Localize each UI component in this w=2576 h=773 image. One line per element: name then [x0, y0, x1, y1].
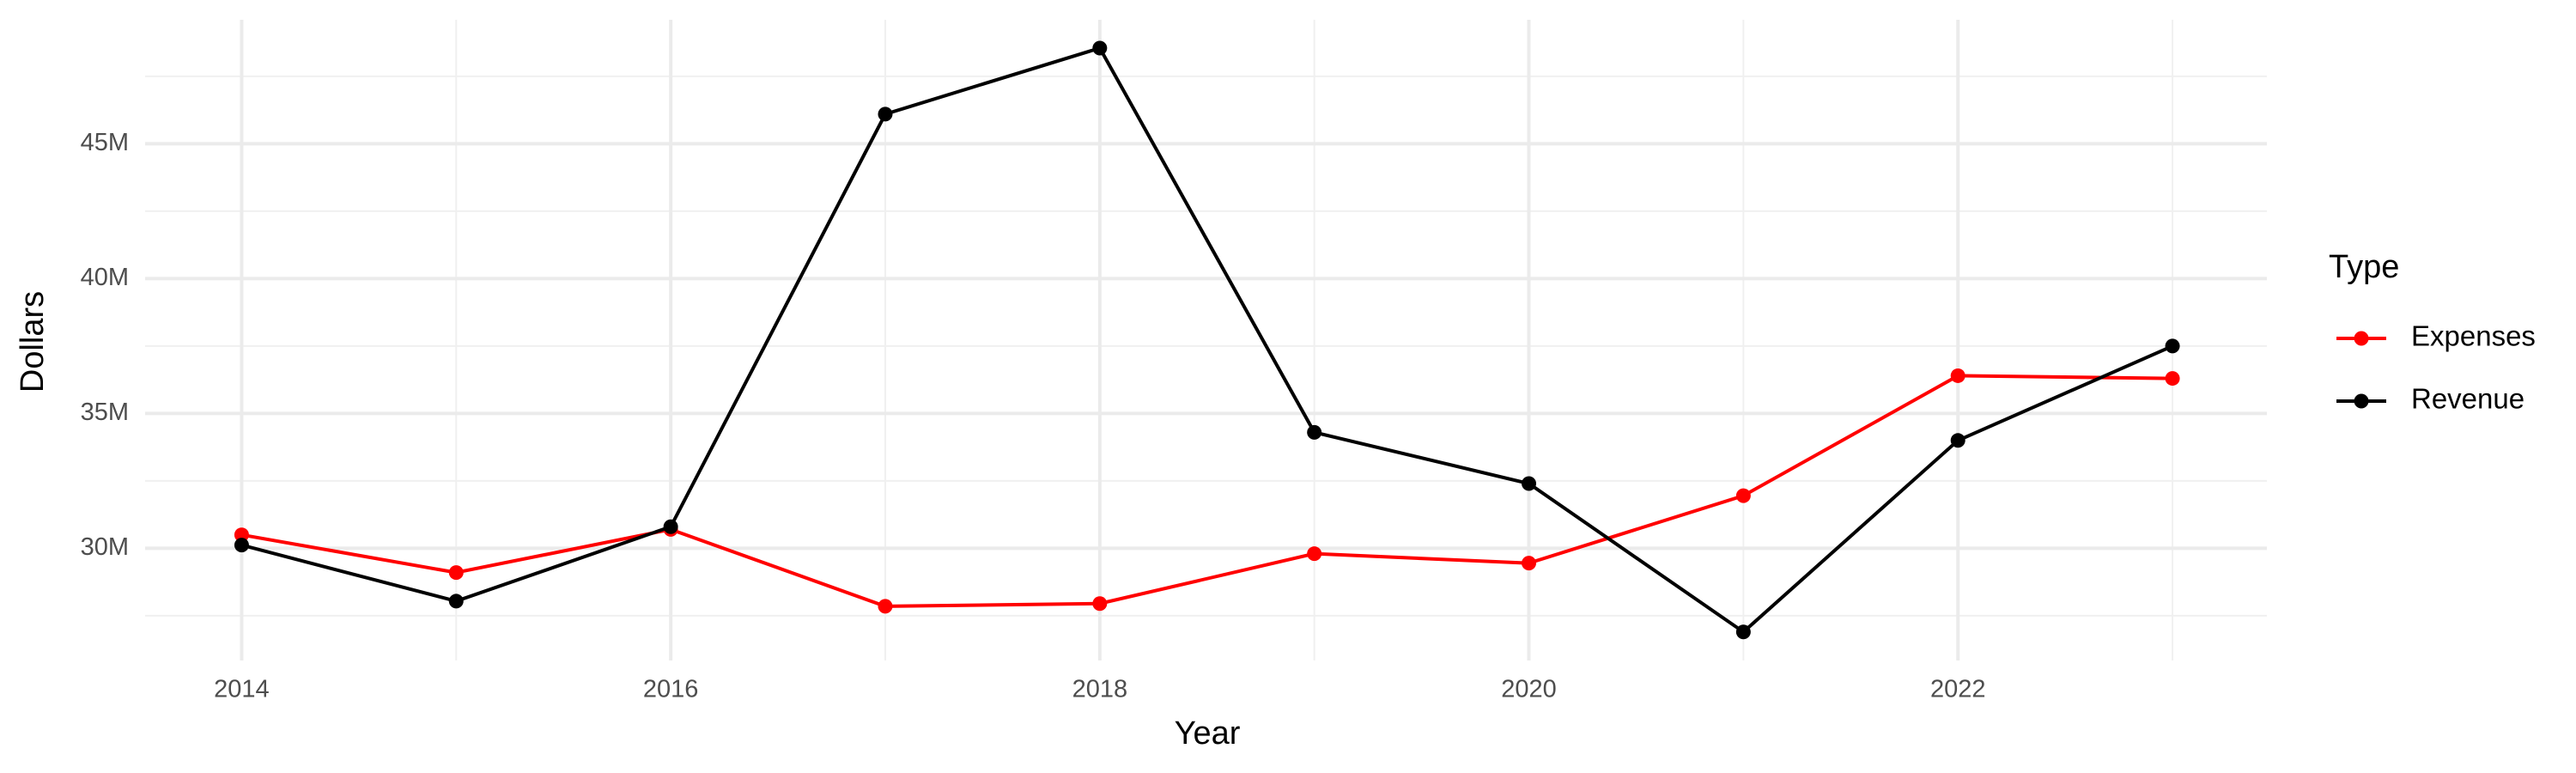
- legend-key-point: [2354, 393, 2369, 409]
- data-point: [1735, 624, 1751, 640]
- data-point: [1950, 433, 1965, 448]
- x-tick-label: 2016: [643, 676, 699, 703]
- series-line: [241, 374, 2173, 608]
- x-tick-label: 2014: [214, 676, 270, 703]
- y-tick-label: 35M: [81, 399, 129, 426]
- x-axis-title: Year: [1175, 715, 1241, 752]
- data-point: [663, 519, 678, 534]
- legend-key-point: [2354, 331, 2369, 346]
- data-point: [878, 107, 893, 122]
- y-tick-label: 40M: [81, 264, 129, 291]
- data-point: [1950, 368, 1965, 383]
- x-tick-label: 2018: [1072, 676, 1128, 703]
- data-point: [1092, 40, 1108, 56]
- x-tick-label: 2022: [1930, 676, 1986, 703]
- y-axis-title: Dollars: [15, 291, 51, 393]
- data-point: [234, 538, 249, 553]
- legend-label: Expenses: [2411, 320, 2536, 352]
- y-tick-label: 45M: [81, 129, 129, 156]
- x-tick-label: 2020: [1501, 676, 1557, 703]
- series-line: [240, 46, 2173, 635]
- data-point: [1522, 476, 1537, 491]
- data-point: [448, 593, 464, 609]
- data-point: [2165, 338, 2180, 354]
- data-point: [448, 565, 464, 581]
- data-point: [1307, 424, 1322, 440]
- data-point: [234, 527, 249, 543]
- data-point: [1522, 556, 1537, 571]
- data-point: [1092, 596, 1108, 612]
- data-point: [2165, 371, 2180, 386]
- data-point: [1307, 546, 1322, 562]
- data-point: [1735, 488, 1751, 503]
- legend-title: Type: [2329, 249, 2399, 285]
- y-tick-label: 30M: [81, 533, 129, 561]
- data-point: [878, 599, 893, 614]
- legend-label: Revenue: [2411, 383, 2524, 415]
